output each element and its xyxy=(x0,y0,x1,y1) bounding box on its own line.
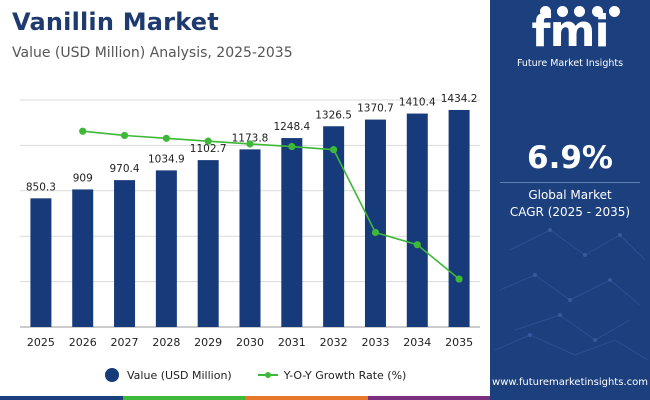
growth-point-2027 xyxy=(120,131,129,140)
page-subtitle: Value (USD Million) Analysis, 2025-2035 xyxy=(12,45,293,61)
website-link[interactable]: www.futuremarketinsights.com xyxy=(492,377,648,388)
bar-2025 xyxy=(30,198,52,327)
legend-item-growth: Y-O-Y Growth Rate (%) xyxy=(257,368,407,382)
panel-decoration xyxy=(494,228,649,361)
chart-legend: Value (USD Million) Y-O-Y Growth Rate (%… xyxy=(105,368,432,382)
logo-dot-icon xyxy=(574,6,586,17)
logo-icons xyxy=(537,6,623,20)
logo-dot-icon xyxy=(557,6,569,17)
stat-divider xyxy=(500,182,640,183)
x-tick-label: 2032 xyxy=(320,336,348,349)
bottom-color-strip xyxy=(0,396,490,400)
bar-2028 xyxy=(155,170,177,327)
bar-value-label: 1102.7 xyxy=(190,143,227,155)
strip-segment xyxy=(0,396,123,400)
bar-2029 xyxy=(197,160,219,327)
strip-segment xyxy=(122,396,245,400)
logo-subtitle: Future Market Insights xyxy=(516,58,624,69)
cagr-label-line1: Global Market xyxy=(528,188,612,202)
logo-dot-icon xyxy=(608,6,620,17)
bar-2032 xyxy=(323,126,345,327)
bar-value-label: 1034.9 xyxy=(148,153,185,165)
strip-segment xyxy=(245,396,368,400)
legend-label-value: Value (USD Million) xyxy=(127,368,232,382)
x-tick-label: 2029 xyxy=(194,336,222,349)
x-tick-label: 2035 xyxy=(445,336,473,349)
x-tick-label: 2026 xyxy=(69,336,97,349)
bar-value-label: 970.4 xyxy=(110,163,140,175)
bar-2031 xyxy=(281,138,303,327)
x-tick-label: 2030 xyxy=(236,336,264,349)
bar-2027 xyxy=(114,180,136,327)
growth-point-2026 xyxy=(79,127,87,135)
growth-point-2033 xyxy=(371,228,380,237)
chart-area: 850.3 2025 909 2026 970.4 2027 1034.9 2028 1102.… xyxy=(20,93,480,349)
page-title: Vanillin Market xyxy=(12,8,219,36)
logo-dot-icon xyxy=(591,6,603,17)
growth-point-2034 xyxy=(413,241,421,249)
growth-point-2030 xyxy=(246,140,254,148)
bar-value-label: 1434.2 xyxy=(441,93,478,105)
bar-2033 xyxy=(364,119,386,327)
brand-logo: fmi Future Market Insights xyxy=(490,6,650,69)
x-tick-label: 2028 xyxy=(152,336,180,349)
legend-label-growth: Y-O-Y Growth Rate (%) xyxy=(283,368,407,382)
growth-point-2029 xyxy=(204,137,212,145)
growth-point-2035 xyxy=(455,275,463,283)
x-tick-label: 2031 xyxy=(278,336,306,349)
info-panel: fmi Future Market Insights 6.9% Global M… xyxy=(490,0,650,400)
cagr-label-line2: CAGR (2025 - 2035) xyxy=(509,205,631,219)
bar-2035 xyxy=(448,109,470,327)
logo-dot-icon xyxy=(540,6,552,17)
x-tick-label: 2027 xyxy=(111,336,139,349)
growth-rate-line xyxy=(82,130,460,280)
bar-value-label: 850.3 xyxy=(26,181,56,193)
strip-segment xyxy=(367,396,490,400)
cagr-value: 6.9% xyxy=(527,140,613,176)
bar-value-label: 909 xyxy=(73,172,93,184)
bar-value-label: 1370.7 xyxy=(357,103,394,115)
legend-line-swatch xyxy=(257,370,278,380)
growth-point-2031 xyxy=(288,142,296,151)
growth-point-2028 xyxy=(162,134,170,142)
x-tick-label: 2034 xyxy=(403,336,431,349)
bar-2026 xyxy=(72,189,94,327)
bar-2034 xyxy=(406,113,428,327)
bar-value-label: 1410.4 xyxy=(399,97,436,109)
growth-point-2032 xyxy=(330,146,338,154)
bar-value-label: 1248.4 xyxy=(273,121,310,133)
x-tick-label: 2025 xyxy=(27,336,55,349)
legend-item-value: Value (USD Million) xyxy=(105,368,232,382)
bar-2030 xyxy=(239,149,261,327)
bar-value-label: 1173.8 xyxy=(232,132,269,144)
legend-bar-swatch xyxy=(105,368,119,382)
x-tick-label: 2033 xyxy=(361,336,389,349)
bar-value-label: 1326.5 xyxy=(315,109,352,121)
